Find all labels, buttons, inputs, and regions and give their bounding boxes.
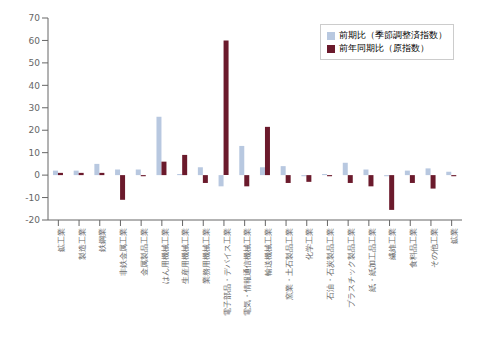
svg-text:0: 0 xyxy=(34,170,40,180)
svg-text:石油・石炭製品工業: 石油・石炭製品工業 xyxy=(326,228,335,300)
svg-text:電子部品・デバイス工業: 電子部品・デバイス工業 xyxy=(223,228,232,316)
svg-text:鉱工業: 鉱工業 xyxy=(57,228,66,252)
svg-text:その他工業: その他工業 xyxy=(430,228,439,268)
svg-text:生産用機械工業: 生産用機械工業 xyxy=(181,228,190,284)
svg-text:-10: -10 xyxy=(25,193,40,203)
svg-text:40: 40 xyxy=(29,81,41,91)
svg-text:20: 20 xyxy=(29,125,41,135)
svg-text:10: 10 xyxy=(29,148,41,158)
svg-text:窯業・土石製品工業: 窯業・土石製品工業 xyxy=(285,228,294,300)
svg-text:50: 50 xyxy=(29,58,41,68)
svg-text:60: 60 xyxy=(29,36,41,46)
svg-text:繊維工業: 繊維工業 xyxy=(388,228,397,261)
svg-text:化学工業: 化学工業 xyxy=(305,228,314,260)
svg-text:電気・情報通信機械工業: 電気・情報通信機械工業 xyxy=(243,228,252,316)
svg-text:非鉄金属工業: 非鉄金属工業 xyxy=(119,228,128,276)
svg-text:金属製品工業: 金属製品工業 xyxy=(140,228,149,276)
svg-text:-20: -20 xyxy=(25,215,40,225)
html-text:前年同期比（原指数）: 前年同期比（原指数） xyxy=(339,43,429,53)
svg-text:紙・紙加工品工業: 紙・紙加工品工業 xyxy=(368,228,377,292)
svg-text:鉱業: 鉱業 xyxy=(450,228,459,244)
svg-text:食料品工業: 食料品工業 xyxy=(409,228,418,268)
svg-text:鉄鋼業: 鉄鋼業 xyxy=(98,228,107,252)
svg-text:製造工業: 製造工業 xyxy=(78,228,87,260)
svg-text:輸送機械工業: 輸送機械工業 xyxy=(264,228,273,276)
svg-text:30: 30 xyxy=(29,103,41,113)
svg-text:プラスチック製品工業: プラスチック製品工業 xyxy=(347,228,356,308)
svg-text:業務用機械工業: 業務用機械工業 xyxy=(202,228,211,284)
svg-text:70: 70 xyxy=(29,13,41,23)
svg-text:はん用機械工業: はん用機械工業 xyxy=(161,228,170,284)
html-text:前期比（季節調整済指数）: 前期比（季節調整済指数） xyxy=(339,30,447,40)
